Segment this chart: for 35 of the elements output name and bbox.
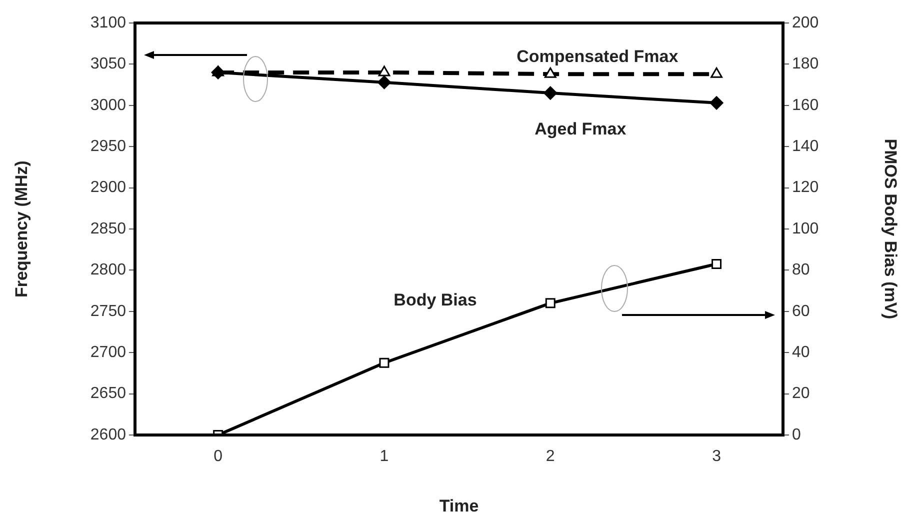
x-axis-title: Time <box>439 496 479 516</box>
y2-tick-label: 0 <box>792 426 801 444</box>
y-tick-label: 2950 <box>90 138 126 156</box>
y-tick-label: 2850 <box>90 220 126 238</box>
series-label: Compensated Fmax <box>516 46 679 66</box>
point <box>545 298 556 308</box>
y2-axis-title: PMOS Body Bias (mV) <box>881 138 900 320</box>
x-tick-label: 2 <box>546 448 555 466</box>
y-axis-title: Frequency (MHz) <box>12 160 31 298</box>
y2-tick-label: 180 <box>792 56 819 73</box>
y2-tick-label: 40 <box>792 344 810 362</box>
y-tick-label: 2700 <box>90 344 126 362</box>
y2-tick-label: 80 <box>792 262 810 279</box>
y2-tick-label: 160 <box>792 96 819 114</box>
y-tick-label: 2600 <box>90 426 126 444</box>
y-tick-label: 3100 <box>90 14 126 32</box>
series-label: Body Bias <box>394 290 477 310</box>
y2-tick-label: 200 <box>792 14 819 32</box>
y-tick-label: 3000 <box>90 96 126 114</box>
x-tick-label: 3 <box>712 448 722 466</box>
y2-tick-label: 140 <box>792 138 819 156</box>
y-tick-label: 3050 <box>90 56 126 73</box>
y2-tick-label: 60 <box>792 302 810 320</box>
y-tick-label: 2800 <box>90 262 126 279</box>
y-tick-label: 2650 <box>90 385 126 402</box>
y2-tick-label: 100 <box>792 220 819 238</box>
y2-tick-label: 20 <box>792 385 810 402</box>
y-tick-label: 2900 <box>90 179 126 196</box>
point <box>712 259 722 270</box>
y2-tick-label: 120 <box>792 179 819 196</box>
series-label: Aged Fmax <box>534 120 627 139</box>
y-tick-label: 2750 <box>90 302 126 320</box>
x-tick-label: 0 <box>214 448 223 466</box>
point <box>379 358 390 368</box>
x-tick-label: 1 <box>380 448 389 466</box>
